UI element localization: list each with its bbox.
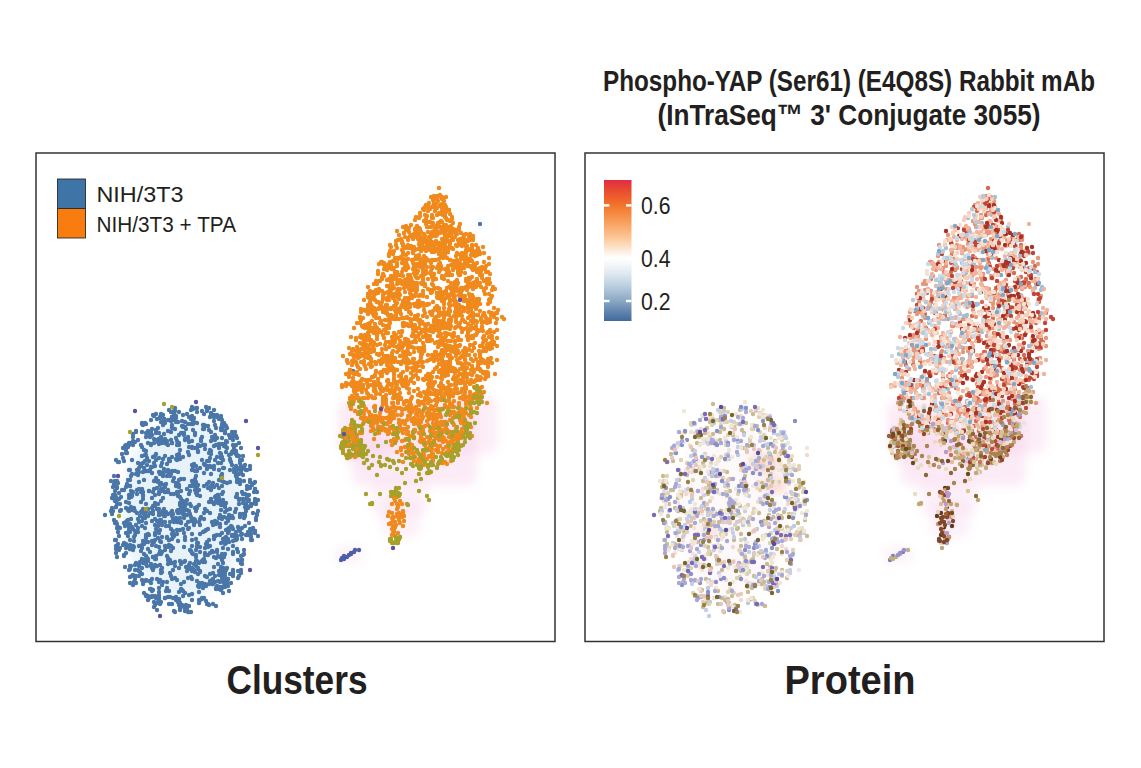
svg-text:0.4: 0.4 [641,246,671,272]
svg-text:Clusters: Clusters [227,658,368,702]
svg-text:NIH/3T3 + TPA: NIH/3T3 + TPA [97,213,237,237]
svg-text:Phospho-YAP (Ser61) (E4Q8S) Ra: Phospho-YAP (Ser61) (E4Q8S) Rabbit mAb [603,64,1095,97]
svg-text:0.6: 0.6 [641,193,671,219]
svg-text:Protein: Protein [785,658,916,702]
svg-text:(InTraSeq™ 3' Conjugate 3055): (InTraSeq™ 3' Conjugate 3055) [658,98,1041,131]
svg-text:0.2: 0.2 [641,289,671,315]
svg-text:NIH/3T3: NIH/3T3 [97,183,184,207]
